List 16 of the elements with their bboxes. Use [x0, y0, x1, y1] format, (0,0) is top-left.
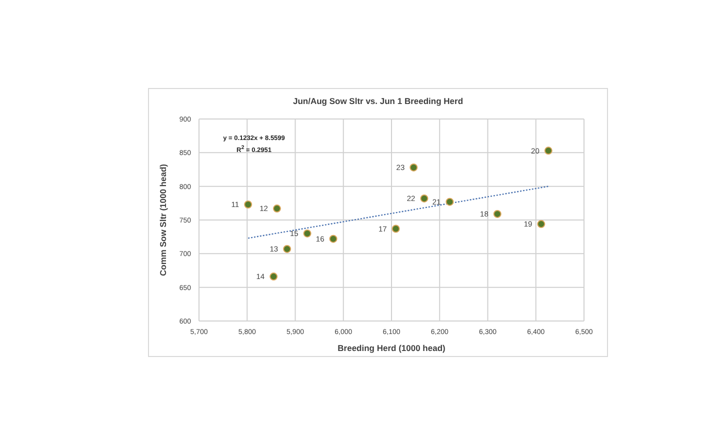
point	[303, 229, 312, 238]
chart-title: Jun/Aug Sow Sltr vs. Jun 1 Breeding Herd	[292, 96, 464, 106]
point	[270, 272, 278, 281]
point	[446, 198, 454, 206]
y-axis-title: Comm Sow Sltr (1000 head)	[158, 164, 168, 276]
point	[537, 220, 546, 228]
point	[544, 146, 552, 155]
point	[392, 224, 400, 233]
point	[410, 163, 418, 172]
point	[244, 200, 252, 209]
x-axis-title: Breeding Herd (1000 head)	[338, 343, 446, 353]
point	[272, 204, 281, 213]
point	[329, 234, 338, 243]
point	[420, 194, 428, 202]
point	[283, 244, 292, 253]
point	[493, 210, 502, 218]
